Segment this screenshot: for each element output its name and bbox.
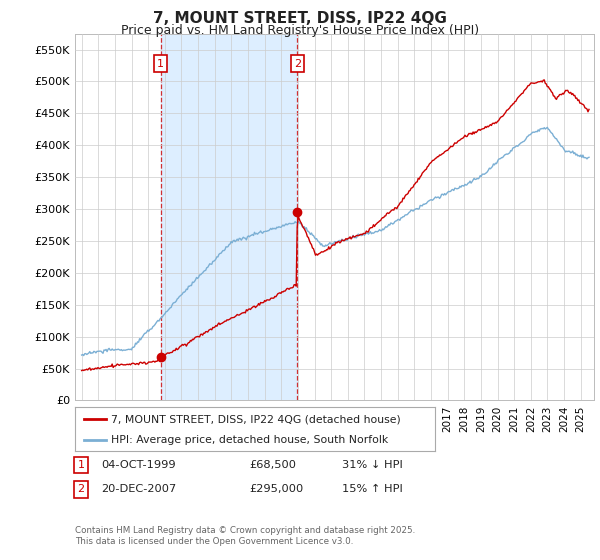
Text: £295,000: £295,000: [249, 484, 303, 494]
Text: 1: 1: [157, 59, 164, 68]
Text: 31% ↓ HPI: 31% ↓ HPI: [342, 460, 403, 470]
Text: HPI: Average price, detached house, South Norfolk: HPI: Average price, detached house, Sout…: [111, 435, 388, 445]
Bar: [161, 34, 298, 400]
Text: 2: 2: [77, 484, 85, 494]
Text: 04-OCT-1999: 04-OCT-1999: [101, 460, 175, 470]
Text: 7, MOUNT STREET, DISS, IP22 4QG: 7, MOUNT STREET, DISS, IP22 4QG: [153, 11, 447, 26]
Text: Contains HM Land Registry data © Crown copyright and database right 2025.
This d: Contains HM Land Registry data © Crown c…: [75, 526, 415, 546]
Text: Price paid vs. HM Land Registry's House Price Index (HPI): Price paid vs. HM Land Registry's House …: [121, 24, 479, 36]
Text: 1: 1: [77, 460, 85, 470]
Text: 7, MOUNT STREET, DISS, IP22 4QG (detached house): 7, MOUNT STREET, DISS, IP22 4QG (detache…: [111, 414, 401, 424]
Text: 20-DEC-2007: 20-DEC-2007: [101, 484, 176, 494]
Text: 2: 2: [294, 59, 301, 68]
Text: 15% ↑ HPI: 15% ↑ HPI: [342, 484, 403, 494]
Text: £68,500: £68,500: [249, 460, 296, 470]
